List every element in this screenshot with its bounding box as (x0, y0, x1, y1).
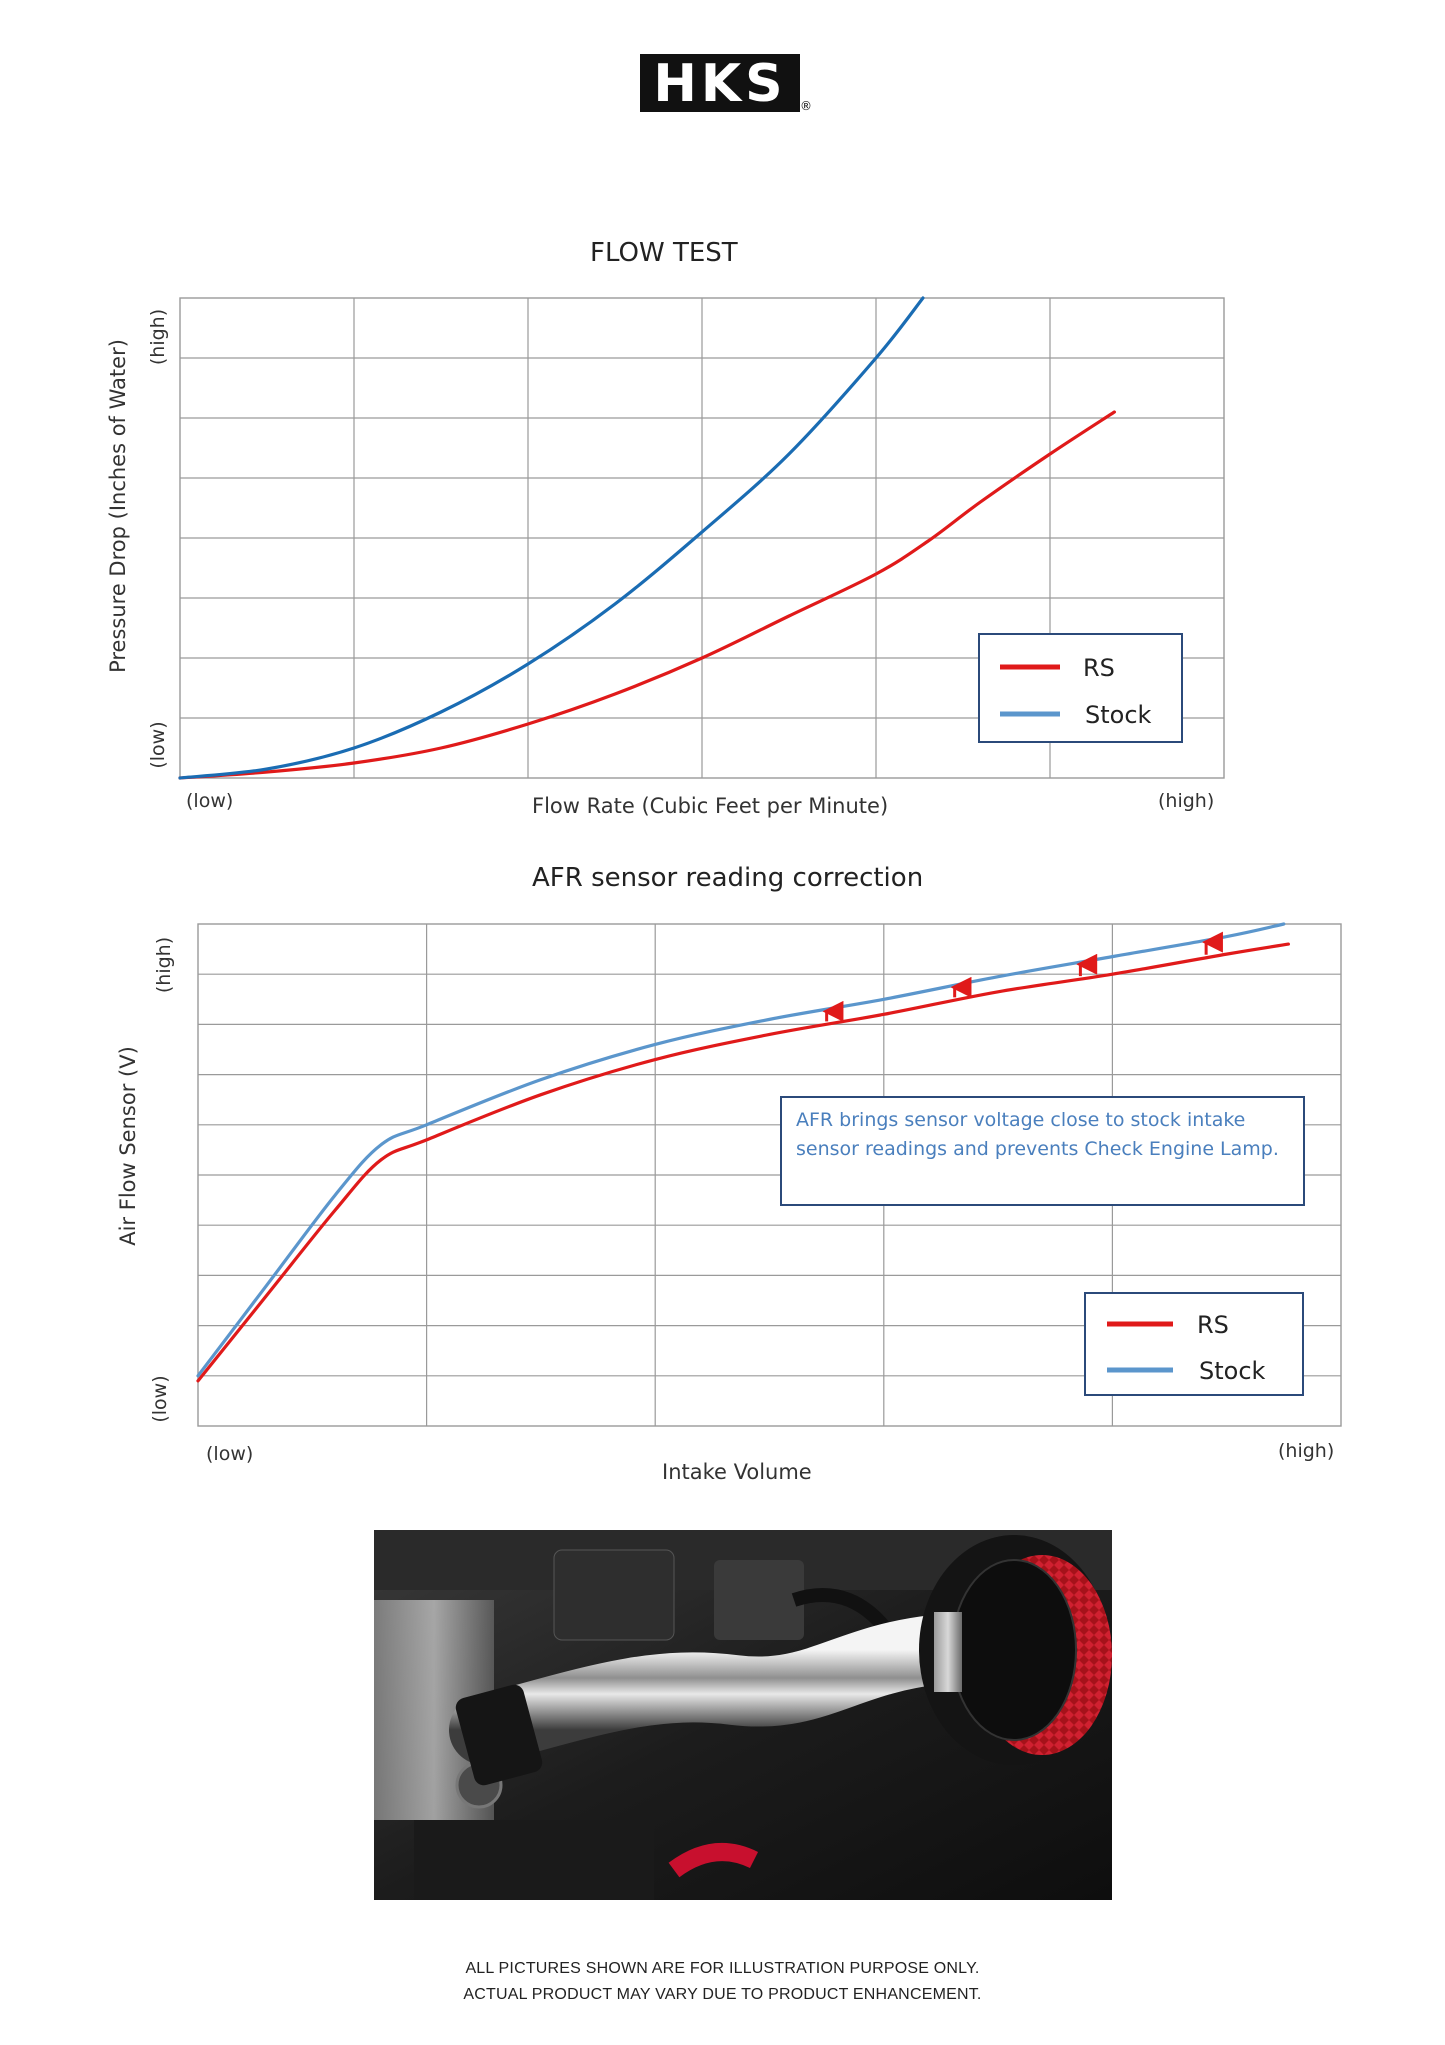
chart1-grid (179, 297, 1225, 779)
chart1-y-high-label: (high) (147, 308, 169, 366)
chart1-plot-frame (179, 297, 1225, 779)
chart1-title: FLOW TEST (590, 238, 738, 268)
chart2-title: AFR sensor reading correction (532, 863, 924, 893)
chart2-grid (197, 923, 1342, 1427)
hks-logo-graphic: HKS ® (640, 54, 812, 114)
chart2-ylabel: Air Flow Sensor (V) (116, 1046, 140, 1246)
chart2-correction-arrows (822, 931, 1223, 1022)
chart2-annotation-box (780, 1096, 1305, 1206)
chart2-y-low-label: (low) (149, 1375, 171, 1423)
hks-logo: HKS ® (640, 54, 812, 114)
chart2-legend-box (1084, 1292, 1304, 1396)
chart2-legend-rs-label: RS (1197, 1311, 1229, 1339)
chart1-legend: RS Stock (978, 633, 1183, 743)
chart1-legend-rs-label: RS (1083, 654, 1115, 682)
chart1-y-low-label: (low) (147, 721, 169, 769)
chart1-x-low-label: (low) (186, 790, 234, 812)
chart1-x-high-label: (high) (1158, 790, 1215, 812)
chart2-xlabel: Intake Volume (662, 1460, 812, 1484)
logo-registered: ® (800, 99, 812, 113)
chart2-y-high-label: (high) (153, 936, 175, 994)
chart1-series-stock (178, 296, 925, 780)
chart2-series-rs (196, 942, 1291, 1383)
chart2-annotation: AFR brings sensor voltage close to stock… (780, 1096, 1305, 1206)
chart2-legend: RS Stock (1084, 1292, 1304, 1396)
intake-installed-image (374, 1530, 1112, 1900)
chart2-x-low-label: (low) (206, 1443, 254, 1465)
chart1-ylabel: Pressure Drop (Inches of Water) (106, 339, 130, 673)
chart1-legend-stock-label: Stock (1085, 701, 1152, 729)
chart1-xlabel: Flow Rate (Cubic Feet per Minute) (532, 794, 889, 818)
product-photo (374, 1530, 1112, 1900)
footer-disclaimer-line1: ALL PICTURES SHOWN ARE FOR ILLUSTRATION … (465, 1960, 980, 1977)
chart2-annotation-text: AFR brings sensor voltage close to stock… (796, 1109, 1279, 1160)
chart2-series (196, 922, 1291, 1383)
footer-disclaimer-line2: ACTUAL PRODUCT MAY VARY DUE TO PRODUCT E… (463, 1986, 982, 2003)
chart1-series-rs (178, 410, 1116, 780)
chart2-plot-frame (197, 923, 1342, 1427)
chart2-x-high-label: (high) (1278, 1440, 1335, 1462)
chart1-series (178, 296, 1116, 780)
chart2-series-stock (196, 922, 1286, 1378)
chart2-legend-stock-label: Stock (1199, 1357, 1266, 1385)
logo-text: HKS (653, 54, 786, 114)
chart1-legend-box (978, 633, 1183, 743)
